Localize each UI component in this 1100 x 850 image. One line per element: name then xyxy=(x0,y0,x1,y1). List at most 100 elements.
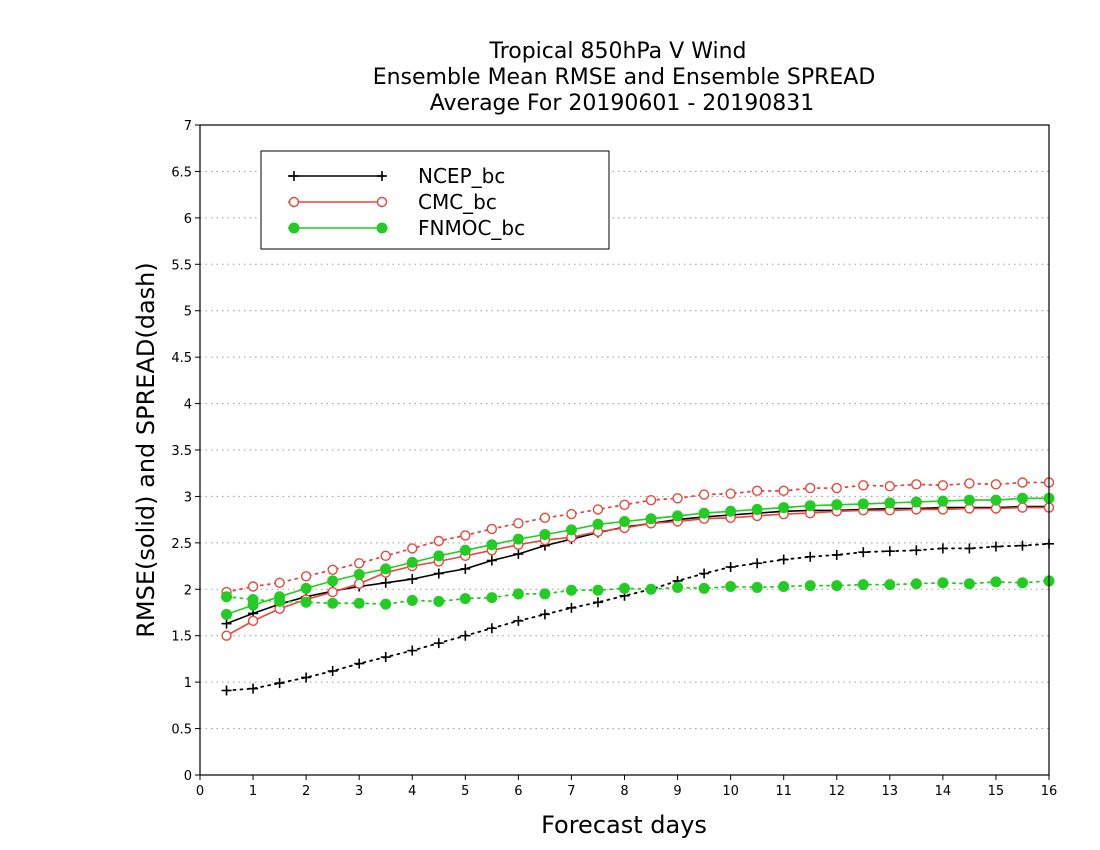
rmse-point-cmc-bc xyxy=(327,586,338,598)
x-tick-label: 4 xyxy=(408,784,416,799)
rmse-point-fnmoc-bc xyxy=(512,533,524,545)
spread-point-cmc-bc xyxy=(327,564,338,575)
rmse-point-ncep-bc xyxy=(380,577,391,588)
spread-point-fnmoc-bc xyxy=(539,588,551,600)
rmse-point-fnmoc-bc xyxy=(857,498,869,510)
rmse-point-ncep-bc xyxy=(433,568,444,579)
rmse-point-fnmoc-bc xyxy=(486,539,498,551)
y-tick-label: 1.5 xyxy=(171,630,192,645)
rmse-point-fnmoc-bc xyxy=(698,507,710,519)
rmse-point-cmc-bc xyxy=(1017,502,1028,513)
spread-point-cmc-bc xyxy=(380,550,391,562)
rmse-point-fnmoc-bc xyxy=(459,544,471,556)
rmse-point-fnmoc-bc xyxy=(274,591,286,603)
x-tick-label: 1 xyxy=(249,784,257,799)
spread-point-cmc-bc xyxy=(433,535,444,547)
spread-point-ncep-bc xyxy=(699,568,710,579)
rmse-point-ncep-bc xyxy=(513,549,524,559)
spread-point-cmc-bc xyxy=(725,488,736,499)
rmse-point-ncep-bc xyxy=(221,618,232,629)
spread-point-ncep-bc xyxy=(911,545,922,556)
y-tick-label: 0 xyxy=(184,769,192,784)
spread-point-fnmoc-bc xyxy=(963,578,975,590)
spread-point-ncep-bc xyxy=(1017,540,1028,551)
spread-point-fnmoc-bc xyxy=(327,597,339,609)
spread-point-fnmoc-bc xyxy=(645,583,657,595)
spread-point-ncep-bc xyxy=(327,666,338,676)
spread-point-cmc-bc xyxy=(778,485,789,497)
spread-point-cmc-bc xyxy=(937,480,949,491)
spread-point-fnmoc-bc xyxy=(512,588,524,600)
rmse-point-fnmoc-bc xyxy=(353,568,365,580)
spread-point-cmc-bc xyxy=(1017,477,1028,488)
y-tick-label: 1 xyxy=(184,676,192,691)
rmse-point-fnmoc-bc xyxy=(831,499,843,511)
spread-point-fnmoc-bc xyxy=(937,577,949,589)
spread-point-ncep-bc xyxy=(486,623,497,634)
x-tick-label: 8 xyxy=(620,784,628,799)
x-tick-label: 12 xyxy=(828,784,845,799)
series-layer xyxy=(221,477,1055,696)
x-tick-label: 16 xyxy=(1041,784,1058,799)
spread-point-cmc-bc xyxy=(353,558,365,569)
spread-point-fnmoc-bc xyxy=(804,580,816,592)
y-tick-label: 2.5 xyxy=(171,537,192,552)
rmse-point-fnmoc-bc xyxy=(619,516,630,527)
legend-entry-cmc-bc: CMC_bc xyxy=(288,190,497,214)
x-tick-label: 10 xyxy=(722,784,739,799)
chart-title-line-2: Ensemble Mean RMSE and Ensemble SPREAD xyxy=(373,65,876,90)
y-tick-label: 2 xyxy=(184,583,192,598)
series-ncep-bc xyxy=(221,501,1054,696)
spread-point-ncep-bc xyxy=(725,562,736,572)
legend-entry-fnmoc-bc: FNMOC_bc xyxy=(288,216,525,240)
rmse-point-fnmoc-bc xyxy=(963,494,975,506)
legend-label-cmc-bc: CMC_bc xyxy=(418,190,497,214)
spread-point-ncep-bc xyxy=(752,558,763,569)
x-tick-label: 3 xyxy=(355,784,363,799)
spread-point-cmc-bc xyxy=(407,543,418,554)
rmse-point-fnmoc-bc xyxy=(804,500,816,512)
x-tick-label: 7 xyxy=(567,784,575,799)
x-tick-label: 9 xyxy=(673,784,681,799)
spread-point-cmc-bc xyxy=(645,494,657,506)
rmse-point-fnmoc-bc xyxy=(247,599,259,611)
spread-line-cmc-bc xyxy=(225,481,1050,593)
x-tick-label: 15 xyxy=(988,784,1005,799)
spread-point-ncep-bc xyxy=(592,597,603,608)
rmse-point-cmc-bc xyxy=(353,578,365,589)
rmse-point-fnmoc-bc xyxy=(433,550,445,562)
spread-point-cmc-bc xyxy=(592,504,604,515)
legend-marker-right-ncep-bc xyxy=(377,171,387,181)
rmse-point-fnmoc-bc xyxy=(751,503,763,515)
rmse-point-fnmoc-bc xyxy=(910,496,922,508)
spread-point-cmc-bc xyxy=(486,523,498,535)
y-tick-label: 4 xyxy=(184,398,192,413)
spread-point-cmc-bc xyxy=(247,581,259,592)
rmse-point-fnmoc-bc xyxy=(221,608,233,620)
spread-point-fnmoc-bc xyxy=(751,581,763,593)
spread-point-cmc-bc xyxy=(619,499,630,510)
spread-point-ncep-bc xyxy=(778,554,789,565)
legend-marker-left-fnmoc-bc xyxy=(288,222,300,234)
spread-point-fnmoc-bc xyxy=(857,579,869,591)
spread-point-cmc-bc xyxy=(751,485,763,497)
gridlines xyxy=(200,170,1049,730)
spread-point-fnmoc-bc xyxy=(831,580,843,592)
spread-point-ncep-bc xyxy=(221,685,232,696)
legend-marker-right-fnmoc-bc xyxy=(376,222,388,234)
spread-point-fnmoc-bc xyxy=(884,579,896,591)
x-tick-label: 14 xyxy=(935,784,952,799)
legend-label-ncep-bc: NCEP_bc xyxy=(418,164,505,188)
spread-point-ncep-bc xyxy=(274,678,285,689)
rmse-point-fnmoc-bc xyxy=(539,529,551,540)
rmse-line-cmc-bc xyxy=(226,506,1049,637)
spread-point-ncep-bc xyxy=(460,630,471,641)
rmse-point-fnmoc-bc xyxy=(645,513,657,525)
rmse-point-fnmoc-bc xyxy=(380,563,392,575)
rmse-point-fnmoc-bc xyxy=(592,518,604,530)
chart-title-line-3: Average For 20190601 - 20190831 xyxy=(430,91,815,116)
rmse-point-fnmoc-bc xyxy=(884,497,896,509)
spread-point-cmc-bc xyxy=(513,518,524,529)
axes: 00.511.522.533.544.555.566.570 1 2 3 4 5 6 7 8 9 1… xyxy=(171,119,1057,799)
